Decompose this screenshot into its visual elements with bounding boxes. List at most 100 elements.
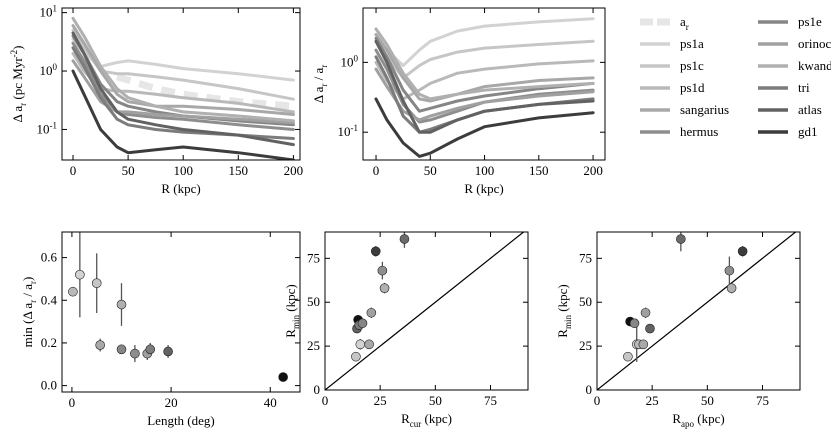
- x-tick-label: 0: [69, 395, 76, 410]
- y-tick-label: 10-1: [37, 120, 58, 136]
- line: [374, 39, 595, 134]
- point: [278, 372, 288, 382]
- x-axis-label: Rapo (kpc): [672, 411, 724, 429]
- x-tick-label: 75: [756, 393, 769, 408]
- y-tick-label: 50: [307, 294, 320, 309]
- line: [374, 59, 595, 101]
- line: [116, 73, 294, 110]
- y-tick-label: 75: [307, 250, 320, 265]
- x-tick-label: 150: [229, 163, 249, 178]
- y-tick-label: 25: [307, 338, 320, 353]
- point: [364, 339, 374, 350]
- plot-area: [71, 16, 295, 160]
- y-axis-label: Rmin (kpc): [555, 284, 573, 337]
- panel: 0 50 100 150 200 10-1 100 R (kpc) Δ ar / ar: [311, 7, 606, 196]
- x-tick-label: 25: [374, 393, 387, 408]
- y-tick-label: 10-1: [338, 123, 359, 139]
- y-axis-label: Rmin (kpc): [283, 284, 301, 337]
- point: [623, 351, 633, 362]
- x-tick-label: 40: [264, 395, 277, 410]
- y-tick-label: 0: [586, 382, 593, 397]
- y-tick-label: 100: [341, 53, 359, 69]
- point: [629, 318, 640, 329]
- line: [71, 16, 295, 123]
- line: [374, 97, 595, 158]
- point: [640, 307, 651, 318]
- point: [355, 339, 366, 350]
- legend-label: ar: [680, 14, 689, 32]
- x-tick-label: 100: [475, 163, 495, 178]
- x-tick-label: 25: [646, 393, 659, 408]
- point: [351, 351, 361, 362]
- y-tick-label: 0: [314, 382, 321, 397]
- point: [116, 299, 127, 310]
- y-tick-label: 101: [40, 4, 58, 20]
- x-tick-label: 75: [484, 393, 497, 408]
- x-tick-label: 50: [122, 163, 135, 178]
- plot-area: [374, 17, 595, 158]
- point: [163, 346, 173, 357]
- axes-frame: [596, 231, 801, 391]
- point: [399, 234, 410, 244]
- legend-label: tri: [798, 80, 810, 95]
- x-tick-label: 0: [594, 393, 601, 408]
- plot-area: [325, 232, 524, 390]
- point: [737, 246, 748, 257]
- y-tick-label: 0.2: [41, 335, 57, 350]
- identity-line: [597, 232, 796, 390]
- axes-frame: [61, 7, 301, 161]
- line: [374, 36, 595, 113]
- point: [638, 339, 649, 350]
- x-tick-label: 200: [284, 163, 304, 178]
- x-axis-label: R (kpc): [464, 181, 503, 196]
- point: [366, 307, 377, 318]
- point: [379, 283, 390, 293]
- y-tick-label: 25: [579, 338, 592, 353]
- line: [71, 41, 295, 131]
- x-tick-label: 50: [424, 163, 437, 178]
- line: [374, 33, 595, 103]
- point: [68, 286, 78, 297]
- line: [374, 39, 595, 80]
- point: [91, 278, 102, 289]
- panel: 0 25 50 75 0 25 50 75 Rcur (kpc) Rmin (kpc): [283, 231, 529, 429]
- point: [116, 344, 127, 355]
- y-axis-label: Δ ar (pc Myr-2): [9, 45, 28, 122]
- point: [75, 269, 85, 280]
- legend-label: ps1d: [680, 80, 705, 95]
- legend-label: sangarius: [680, 102, 729, 117]
- line: [71, 28, 295, 101]
- x-tick-label: 50: [701, 393, 714, 408]
- identity-line: [325, 232, 524, 390]
- point: [377, 265, 388, 276]
- legend-label: ps1c: [680, 58, 704, 73]
- axes-frame: [324, 231, 529, 391]
- x-tick-label: 0: [70, 163, 77, 178]
- line: [374, 67, 595, 122]
- line: [71, 69, 295, 160]
- x-tick-label: 100: [173, 163, 193, 178]
- point: [145, 344, 156, 355]
- x-tick-label: 0: [373, 163, 380, 178]
- line: [71, 31, 295, 147]
- legend-label: hermus: [680, 124, 718, 139]
- point: [370, 246, 381, 257]
- panel: 0 20 40 0.0 0.2 0.4 0.6 Length (deg) min (Δ ar /…: [20, 231, 301, 428]
- plot-area: [597, 232, 796, 390]
- line: [374, 27, 595, 101]
- x-tick-label: 200: [583, 163, 603, 178]
- point: [95, 340, 105, 350]
- legend-label: gd1: [798, 124, 818, 139]
- point: [645, 323, 655, 334]
- point: [357, 318, 368, 329]
- x-tick-label: 0: [322, 393, 329, 408]
- point: [726, 283, 737, 293]
- axes-frame: [61, 231, 301, 393]
- plot-area: [68, 232, 288, 382]
- panel: 0 25 50 75 0 25 50 75 Rapo (kpc) Rmin (kpc): [555, 231, 801, 429]
- line: [71, 59, 295, 125]
- line: [71, 24, 295, 116]
- x-axis-label: Rcur (kpc): [401, 411, 452, 429]
- y-tick-label: 50: [579, 294, 592, 309]
- x-tick-label: 150: [529, 163, 549, 178]
